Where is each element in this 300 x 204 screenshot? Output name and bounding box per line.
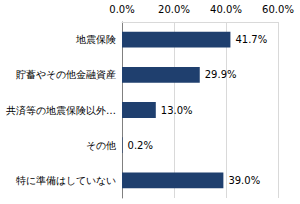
svg-text:地震保険: 地震保険 xyxy=(75,34,116,45)
svg-text:13.0%: 13.0% xyxy=(161,105,193,116)
svg-text:共済等の地震保険以外…: 共済等の地震保険以外… xyxy=(6,105,116,116)
svg-text:貯蓄やその他金融資産: 貯蓄やその他金融資産 xyxy=(16,69,116,80)
svg-text:40.0%: 40.0% xyxy=(210,4,242,15)
svg-text:20.0%: 20.0% xyxy=(158,4,190,15)
svg-text:39.0%: 39.0% xyxy=(228,175,260,186)
svg-text:0.2%: 0.2% xyxy=(128,140,153,151)
svg-text:その他: その他 xyxy=(86,140,116,151)
svg-text:29.9%: 29.9% xyxy=(205,69,237,80)
svg-text:60.0%: 60.0% xyxy=(262,4,294,15)
svg-text:0.0%: 0.0% xyxy=(109,4,134,15)
svg-text:41.7%: 41.7% xyxy=(235,34,267,45)
svg-text:特に準備はしていない: 特に準備はしていない xyxy=(16,175,116,186)
